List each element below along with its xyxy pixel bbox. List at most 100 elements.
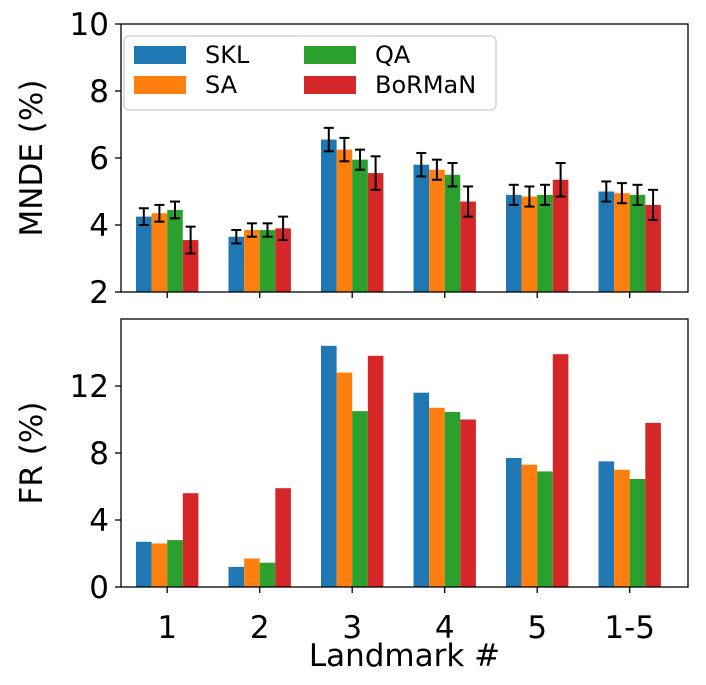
bar-skl-2 xyxy=(228,566,245,587)
y-tick-label: 8 xyxy=(89,74,109,110)
errorbar-borman-1 xyxy=(185,225,196,255)
bar-borman-2 xyxy=(275,488,291,587)
errorbar-sa-4 xyxy=(431,158,442,181)
bar-sa-2 xyxy=(244,230,260,292)
errorbar-qa-4 xyxy=(447,162,458,188)
bar-skl-5 xyxy=(506,458,522,587)
bar-borman-4 xyxy=(460,419,476,587)
y-tick-label: 10 xyxy=(70,7,109,43)
errorbar-skl-3 xyxy=(323,126,334,153)
bar-skl-4 xyxy=(413,392,430,587)
bar-borman-1-5 xyxy=(645,422,661,587)
bar-skl-1-5 xyxy=(598,191,615,292)
y-tick-label: 6 xyxy=(89,141,109,177)
bar-qa-4 xyxy=(444,174,461,292)
x-tick-label: 4 xyxy=(435,610,455,646)
bar-qa-3 xyxy=(352,159,368,292)
errorbar-qa-2 xyxy=(262,222,273,238)
bar-qa-1 xyxy=(167,209,183,292)
legend-swatch-borman xyxy=(304,76,356,94)
bar-sa-3 xyxy=(336,372,353,587)
bar-skl-2 xyxy=(228,236,245,292)
bar-sa-2 xyxy=(244,558,260,587)
bar-borman-4 xyxy=(460,201,476,292)
bar-skl-3 xyxy=(321,345,337,587)
y-tick-label: 8 xyxy=(89,436,109,472)
errorbar-borman-3 xyxy=(370,155,381,191)
y-tick-label: 2 xyxy=(89,275,109,311)
bar-qa-4 xyxy=(444,411,461,587)
y-tick-label: 12 xyxy=(70,369,109,405)
x-tick-label: 3 xyxy=(342,610,362,646)
errorbar-skl-5 xyxy=(508,183,519,206)
x-axis-label: Landmark # xyxy=(309,638,500,674)
bar-skl-1-5 xyxy=(598,461,615,587)
y-tick-label: 4 xyxy=(89,208,109,244)
bar-qa-1-5 xyxy=(629,478,646,587)
bar-sa-3 xyxy=(336,149,353,292)
legend-label-borman: BoRMaN xyxy=(375,71,476,99)
bar-sa-5 xyxy=(521,464,538,587)
y-tick-label: 0 xyxy=(89,570,109,606)
bar-sa-1 xyxy=(151,213,168,292)
errorbar-borman-4 xyxy=(463,185,474,218)
errorbar-skl-1 xyxy=(138,207,149,226)
legend-swatch-sa xyxy=(134,76,186,94)
errorbar-sa-5 xyxy=(524,185,535,208)
errorbar-qa-1 xyxy=(170,200,180,220)
legend-label-skl: SKL xyxy=(205,41,250,69)
bar-sa-1-5 xyxy=(614,469,630,587)
legend-label-sa: SA xyxy=(205,71,238,99)
bar-borman-1-5 xyxy=(645,204,661,292)
bar-sa-4 xyxy=(429,169,445,292)
bar-qa-2 xyxy=(259,562,276,587)
bar-borman-3 xyxy=(367,173,384,292)
bar-borman-1 xyxy=(182,493,199,587)
bar-borman-2 xyxy=(275,228,291,292)
y-axis-label: MNDE (%) xyxy=(14,80,50,237)
x-tick-label: 5 xyxy=(527,610,547,646)
errorbar-borman-2 xyxy=(278,215,289,242)
bar-sa-4 xyxy=(429,407,445,587)
bar-borman-5 xyxy=(552,354,569,587)
errorbar-sa-3 xyxy=(339,136,350,163)
bar-qa-3 xyxy=(352,411,368,587)
y-axis-label: FR (%) xyxy=(14,402,50,505)
legend-label-qa: QA xyxy=(375,41,411,69)
errorbar-qa-1-5 xyxy=(632,183,643,206)
errorbar-sa-2 xyxy=(246,222,257,238)
bar-skl-5 xyxy=(506,194,522,292)
legend-swatch-skl xyxy=(134,46,186,64)
bar-borman-5 xyxy=(552,179,569,292)
bar-skl-4 xyxy=(413,164,430,292)
x-tick-label: 1 xyxy=(157,610,177,646)
bar-sa-1-5 xyxy=(614,193,630,292)
bar-skl-3 xyxy=(321,139,337,292)
errorbar-skl-2 xyxy=(231,229,242,245)
legend-swatch-qa xyxy=(304,46,356,64)
errorbar-sa-1 xyxy=(154,203,165,223)
bar-sa-1 xyxy=(151,543,168,587)
bar-borman-3 xyxy=(367,355,384,587)
x-tick-label: 1-5 xyxy=(604,610,655,646)
bar-skl-1 xyxy=(136,216,152,292)
bar-qa-2 xyxy=(259,230,276,292)
errorbar-borman-1-5 xyxy=(648,188,659,221)
errorbar-borman-5 xyxy=(555,162,566,198)
legend-box xyxy=(123,35,497,111)
bar-qa-1 xyxy=(167,540,183,587)
errorbar-qa-3 xyxy=(355,148,365,171)
errorbar-skl-1-5 xyxy=(601,180,612,203)
bar-qa-1-5 xyxy=(629,194,646,292)
errorbar-sa-1-5 xyxy=(616,182,627,205)
bar-qa-5 xyxy=(537,194,553,292)
bar-qa-5 xyxy=(537,471,553,587)
bar-sa-5 xyxy=(521,196,538,292)
y-tick-label: 4 xyxy=(89,503,109,539)
x-tick-label: 2 xyxy=(250,610,270,646)
errorbar-qa-5 xyxy=(540,183,550,206)
